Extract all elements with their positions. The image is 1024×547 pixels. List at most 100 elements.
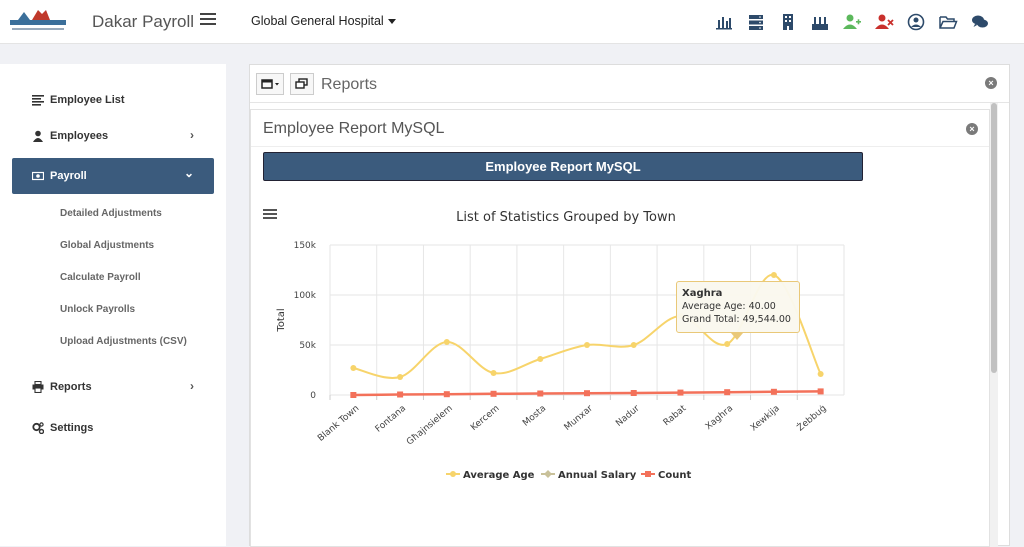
data-point-count xyxy=(537,390,544,397)
data-point-average-age xyxy=(537,356,544,362)
report-window-title: Employee Report MySQL xyxy=(263,120,445,137)
list-icon xyxy=(32,95,44,106)
tooltip-category: Xaghra xyxy=(682,288,723,299)
sidebar-item-label: Employees xyxy=(50,130,109,142)
sidebar-subitem-global-adjustments[interactable]: Global Adjustments xyxy=(60,240,155,251)
sidebar-item-reports[interactable]: Reports › xyxy=(12,369,214,405)
close-panel-button[interactable]: × xyxy=(985,77,997,89)
x-tick-label: Fontana xyxy=(374,404,408,435)
x-tick-label: Rabat xyxy=(662,403,689,428)
app-title[interactable]: Dakar Payroll xyxy=(92,12,195,31)
reports-panel: Reports × Employee Report MySQL × Employ… xyxy=(249,64,1010,547)
organization-label: Global General Hospital xyxy=(251,14,384,28)
y-axis-ticks: 0 50k 100k 150k xyxy=(294,241,317,401)
chart-legend: Average Age Annual Salary Count xyxy=(446,470,691,481)
x-tick-label: Kercem xyxy=(469,404,501,433)
data-point-average-age xyxy=(350,365,357,371)
sidebar: Employee List Employees › Payroll ⌄ Deta… xyxy=(0,64,226,546)
user-icon xyxy=(33,130,43,142)
x-tick-label: Munxar xyxy=(563,403,595,433)
data-point-count xyxy=(350,392,357,398)
sidebar-item-payroll[interactable]: Payroll ⌄ xyxy=(12,158,214,194)
legend-item-label: Average Age xyxy=(463,470,535,481)
chart-menu-icon[interactable] xyxy=(263,209,277,219)
scrollbar-thumb[interactable] xyxy=(991,103,997,373)
window-layout-dropdown[interactable] xyxy=(256,73,284,95)
data-point-average-age xyxy=(397,374,404,380)
sidebar-item-label: Reports xyxy=(50,381,92,393)
report-window: Employee Report MySQL × Employee Report … xyxy=(250,109,990,547)
data-point-average-age xyxy=(443,339,450,345)
server-icon[interactable] xyxy=(746,12,766,32)
y-tick-label: 50k xyxy=(299,341,316,351)
x-tick-label: Xaghra xyxy=(704,404,735,432)
sidebar-item-employee-list[interactable]: Employee List xyxy=(12,82,214,118)
chevron-right-icon: › xyxy=(190,128,194,142)
reports-panel-header: Reports × xyxy=(250,65,1009,103)
organization-dropdown[interactable]: Global General Hospital xyxy=(251,14,396,28)
data-point-count xyxy=(397,391,404,398)
chart-tooltip: Xaghra Average Age: 40.00 Grand Total: 4… xyxy=(676,281,800,333)
data-point-count xyxy=(770,388,777,395)
data-point-average-age xyxy=(770,272,777,278)
chevron-right-icon: › xyxy=(190,379,194,393)
x-tick-label: Blank Town xyxy=(316,404,361,444)
user-circle-icon[interactable] xyxy=(906,12,926,32)
legend-item-label: Annual Salary xyxy=(558,470,637,481)
industry-icon[interactable] xyxy=(810,12,830,32)
sidebar-item-label: Employee List xyxy=(50,94,125,106)
y-tick-label: 100k xyxy=(294,291,317,301)
divider xyxy=(251,146,989,147)
comments-icon[interactable] xyxy=(970,12,990,32)
top-navbar: Dakar Payroll Global General Hospital xyxy=(0,0,1024,44)
caret-down-icon xyxy=(387,19,396,25)
folder-open-icon[interactable] xyxy=(938,12,958,32)
close-report-button[interactable]: × xyxy=(966,123,978,135)
data-point-average-age xyxy=(630,342,637,348)
print-icon xyxy=(32,381,44,393)
data-point-count xyxy=(443,391,450,398)
user-plus-icon[interactable] xyxy=(842,12,862,32)
sidebar-item-label: Payroll xyxy=(50,170,87,182)
menu-toggle-button[interactable] xyxy=(200,10,216,28)
bar-chart-icon[interactable] xyxy=(714,12,734,32)
sidebar-subitem-unlock-payrolls[interactable]: Unlock Payrolls xyxy=(60,304,136,315)
user-times-icon[interactable] xyxy=(874,12,894,32)
sidebar-item-employees[interactable]: Employees › xyxy=(12,118,214,154)
x-tick-label: Nadur xyxy=(614,403,642,428)
sidebar-subitem-upload-adjustments[interactable]: Upload Adjustments (CSV) xyxy=(60,336,187,347)
money-icon xyxy=(32,171,44,181)
x-tick-label: Xewkija xyxy=(749,404,782,434)
chart-title: List of Statistics Grouped by Town xyxy=(456,210,676,225)
sidebar-item-settings[interactable]: Settings xyxy=(12,410,214,446)
legend-marker xyxy=(450,471,456,477)
sidebar-item-label: Settings xyxy=(50,422,94,434)
restore-icon xyxy=(295,78,308,89)
data-point-count xyxy=(677,389,684,396)
data-point-count xyxy=(584,390,590,397)
tooltip-line-1: Average Age: 40.00 xyxy=(682,301,776,312)
dakar-logo xyxy=(10,10,66,30)
restore-window-button[interactable] xyxy=(290,73,314,95)
cogs-icon xyxy=(32,422,44,434)
data-point-average-age xyxy=(490,370,497,376)
data-point-count xyxy=(490,390,497,397)
tooltip-line-2: Grand Total: 49,544.00 xyxy=(682,314,791,325)
sidebar-subitem-detailed-adjustments[interactable]: Detailed Adjustments xyxy=(60,208,162,219)
sidebar-subitem-calculate-payroll[interactable]: Calculate Payroll xyxy=(60,272,141,283)
employee-report-button[interactable]: Employee Report MySQL xyxy=(263,152,863,181)
chevron-down-icon: ⌄ xyxy=(183,166,194,180)
panel-title: Reports xyxy=(321,76,378,93)
legend-marker xyxy=(544,470,552,478)
data-point-count xyxy=(724,389,731,396)
window-icon xyxy=(261,79,279,89)
x-tick-label: Mosta xyxy=(521,404,548,429)
y-tick-label: 150k xyxy=(294,241,317,251)
data-point-count xyxy=(630,390,637,396)
y-tick-label: 0 xyxy=(310,391,316,401)
tooltip-arrow xyxy=(731,333,743,340)
building-icon[interactable] xyxy=(778,12,798,32)
x-tick-label: Żebbuġ xyxy=(795,403,829,434)
